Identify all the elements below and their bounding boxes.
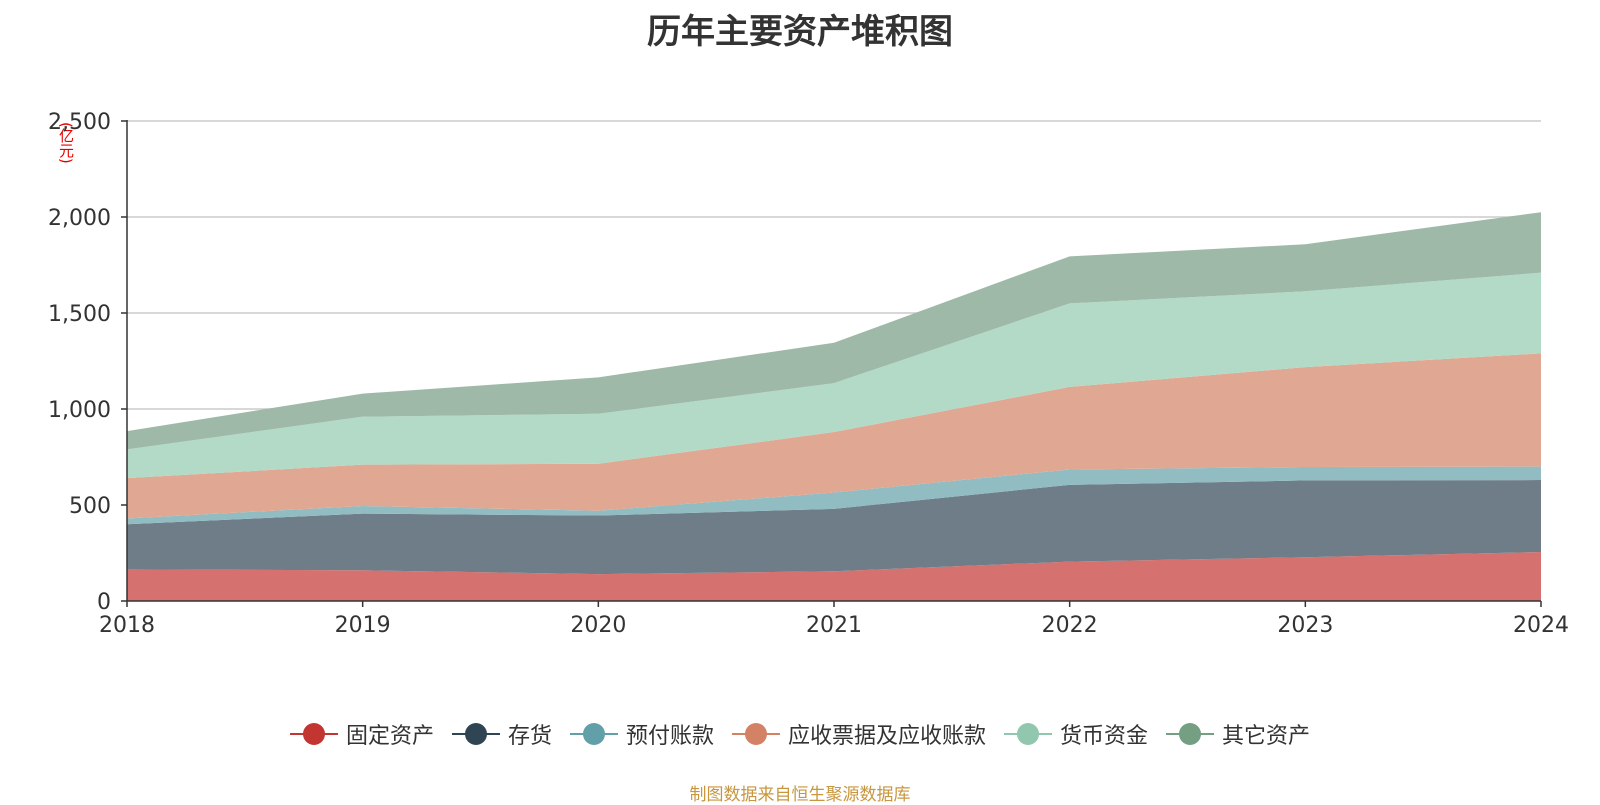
x-tick-label: 2021 [806, 613, 862, 638]
axes [121, 120, 1542, 607]
legend-marker-icon [732, 722, 780, 746]
legend-item[interactable]: 固定资产 [289, 718, 434, 750]
stacked-area-chart: 0 500 1,000 1,500 2,000 2,500 2018 2019 2020 2021… [48, 110, 1569, 638]
legend-marker-icon [1004, 722, 1053, 746]
x-tick-label: 2019 [335, 613, 391, 638]
series-area-0 [127, 552, 1541, 601]
legend-item[interactable]: 货币资金 [1004, 718, 1148, 750]
x-tick-label: 2018 [99, 613, 155, 638]
source-note: 制图数据来自恒生聚源数据库 [689, 785, 911, 805]
legend-item[interactable]: 应收票据及应收账款 [732, 718, 986, 750]
legend-marker-icon [289, 722, 338, 746]
y-tick-label: 1,000 [48, 398, 111, 423]
x-tick-label: 2024 [1513, 613, 1569, 638]
y-tick-label: 2,000 [48, 206, 111, 231]
legend-marker-icon [451, 722, 500, 746]
y-tick-label: 2,500 [48, 110, 111, 135]
legend-label: 其它资产 [1222, 724, 1311, 749]
legend-marker-icon [569, 722, 618, 746]
y-axis-unit-label: (亿元) [57, 122, 75, 164]
legend-marker-icon [1166, 722, 1215, 746]
legend-label: 应收票据及应收账款 [788, 724, 987, 749]
legend: 固定资产 存货 预付账款 应收票据及应收账款 货币资金 其它资产 [0, 718, 1600, 750]
series-area-5 [127, 212, 1541, 450]
legend-label: 货币资金 [1060, 724, 1149, 749]
legend-label: 预付账款 [625, 724, 714, 749]
legend-item[interactable]: 其它资产 [1166, 718, 1310, 750]
tick-labels: 0 500 1,000 1,500 2,000 2,500 2018 2019 2020 2021… [48, 110, 1569, 638]
x-tick-label: 2022 [1042, 613, 1098, 638]
legend-item[interactable]: 存货 [451, 718, 552, 750]
area-series [127, 212, 1541, 601]
y-tick-label: 500 [69, 494, 111, 519]
x-tick-label: 2023 [1277, 613, 1333, 638]
chart-title: 历年主要资产堆积图 [647, 12, 953, 52]
legend-label: 固定资产 [345, 724, 434, 749]
legend-item[interactable]: 预付账款 [569, 718, 714, 750]
series-area-1 [127, 480, 1541, 575]
x-tick-label: 2020 [570, 613, 626, 638]
series-area-2 [127, 466, 1541, 525]
y-tick-label: 0 [97, 590, 111, 615]
series-area-3 [127, 353, 1541, 519]
legend-label: 存货 [507, 724, 552, 749]
series-area-4 [127, 272, 1541, 479]
y-tick-label: 1,500 [48, 302, 111, 327]
